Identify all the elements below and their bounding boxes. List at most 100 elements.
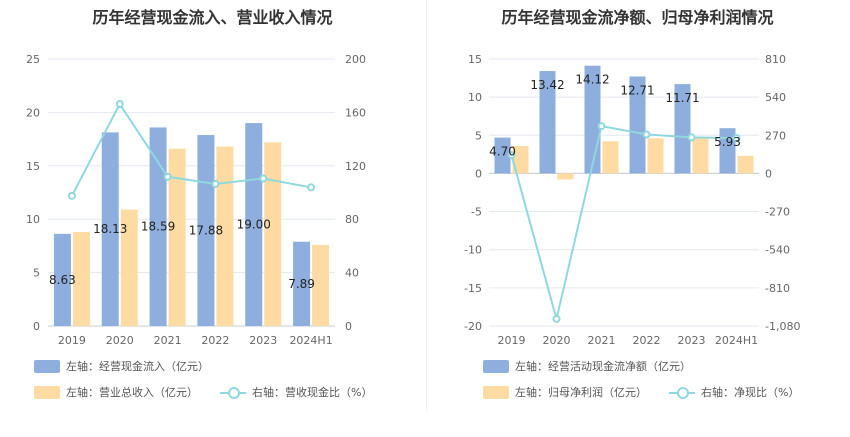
- right-axis-tick-label: 0: [765, 167, 772, 180]
- bar-value-label: 8.63: [49, 273, 76, 287]
- x-axis-tick-label: 2020: [543, 334, 571, 347]
- left-axis-tick-label: 0: [33, 320, 40, 333]
- right-chart-plot: -20 -15 -10 -5 0 5 10 15 -1,080 -810 -540 -270 0 270 5…: [464, 53, 800, 347]
- left-legend-item-revenue[interactable]: 左轴：营业总收入（亿元）: [34, 384, 198, 400]
- x-axis-tick-label: 2020: [106, 334, 134, 347]
- bar-value-label: 18.13: [93, 222, 127, 236]
- left-chart-plot: 0 5 10 15 20 25 0 40 80 120 160 200 2019 2020 2021 2022…: [26, 53, 366, 347]
- ratio-point: [552, 314, 561, 323]
- ratio-point: [307, 183, 316, 192]
- ratio-point: [732, 134, 741, 143]
- right-axis-tick-label: 160: [345, 106, 366, 119]
- legend-swatch-yellow-bar: [34, 385, 60, 399]
- legend-swatch-line-marker: [220, 386, 246, 399]
- x-axis-tick-label: 2019: [498, 334, 526, 347]
- right-legend-item-ratio[interactable]: 右轴：净现比（%）: [669, 384, 799, 400]
- legend-swatch-yellow-bar: [483, 385, 509, 399]
- bar-primary: [245, 123, 263, 326]
- ratio-point: [507, 151, 516, 160]
- left-axis-tick-label: 5: [33, 267, 40, 280]
- right-chart-title: 历年经营现金流净额、归母净利润情况: [501, 8, 774, 27]
- left-axis-tick-label: -15: [464, 282, 482, 295]
- bar-secondary: [120, 209, 138, 326]
- legend-label: 右轴：营收现金比（%）: [252, 386, 373, 399]
- right-axis-tick-label: -270: [765, 206, 790, 219]
- bar-value-label: 18.59: [141, 220, 175, 234]
- x-axis-tick-label: 2022: [201, 334, 229, 347]
- bar-secondary: [737, 155, 754, 174]
- right-axis-tick-label: 270: [765, 129, 786, 142]
- bar-secondary: [168, 148, 186, 326]
- left-axis-tick-label: 25: [26, 53, 40, 66]
- bar-primary: [719, 128, 736, 174]
- left-axis-tick-label: -10: [464, 244, 482, 257]
- bar-primary: [539, 71, 556, 174]
- legend-swatch-blue-bar: [34, 359, 60, 373]
- ratio-point: [67, 191, 76, 200]
- bar-value-label: 19.00: [237, 218, 271, 232]
- left-axis-tick-label: -20: [464, 320, 482, 333]
- ratio-point: [115, 99, 124, 108]
- left-axis-tick-label: 15: [468, 53, 482, 66]
- right-legend-item-net-profit[interactable]: 左轴：归母净利润（亿元）: [483, 384, 647, 400]
- x-axis-tick-label: 2019: [58, 334, 86, 347]
- right-axis-tick-label: -1,080: [765, 320, 800, 333]
- bar-value-label: 4.70: [489, 145, 516, 159]
- legend-label: 左轴：经营现金流入（亿元）: [66, 360, 209, 373]
- legend-label: 左轴：经营活动现金流净额（亿元）: [515, 360, 691, 373]
- ratio-point: [259, 174, 268, 183]
- left-axis-tick-label: 15: [26, 160, 40, 173]
- right-axis-tick-label: 0: [345, 320, 352, 333]
- legend-swatch-blue-bar: [483, 359, 509, 373]
- ratio-point: [211, 179, 220, 188]
- bar-primary: [53, 233, 71, 326]
- left-legend-item-inflow[interactable]: 左轴：经营现金流入（亿元）: [34, 358, 209, 374]
- right-axis-tick-label: 540: [765, 91, 786, 104]
- bar-primary: [494, 137, 511, 174]
- ratio-point: [597, 122, 606, 131]
- left-legend-item-ratio[interactable]: 右轴：营收现金比（%）: [220, 384, 372, 400]
- bar-value-label: 17.88: [189, 224, 223, 238]
- right-axis-tick-label: -810: [765, 282, 790, 295]
- bar-secondary: [264, 142, 282, 326]
- bar-secondary: [72, 232, 90, 326]
- bar-secondary: [216, 146, 234, 326]
- left-axis-tick-label: 20: [26, 106, 40, 119]
- bar-value-label: 11.71: [665, 91, 699, 105]
- bar-value-label: 12.71: [620, 83, 654, 97]
- legend-label: 左轴：营业总收入（亿元）: [66, 386, 198, 399]
- right-axis-tick-label: 120: [345, 160, 366, 173]
- bar-value-label: 14.12: [575, 73, 609, 87]
- panel-divider: [426, 0, 427, 410]
- bar-secondary: [692, 138, 709, 174]
- ratio-point: [642, 130, 651, 139]
- left-chart-title: 历年经营现金流入、营业收入情况: [92, 8, 333, 27]
- bar-secondary: [602, 141, 619, 174]
- legend-swatch-line-marker: [669, 386, 695, 399]
- x-axis-tick-label: 2023: [678, 334, 706, 347]
- x-axis-tick-label: 2021: [588, 334, 616, 347]
- bar-value-label: 13.42: [530, 78, 564, 92]
- left-chart-panel: 历年经营现金流入、营业收入情况 0 5 10 15 20 25 0 40 80 120 160 200…: [26, 8, 372, 400]
- bar-primary: [293, 241, 311, 326]
- left-axis-tick-label: 5: [475, 129, 482, 142]
- left-axis-tick-label: 0: [475, 167, 482, 180]
- x-axis-tick-label: 2022: [633, 334, 661, 347]
- bar-secondary: [512, 145, 529, 174]
- left-axis-tick-label: -5: [471, 206, 482, 219]
- ratio-line: [71, 102, 312, 197]
- legend-label: 右轴：净现比（%）: [701, 386, 800, 399]
- bar-primary: [674, 84, 691, 174]
- x-axis-tick-label: 2023: [249, 334, 277, 347]
- right-axis-tick-label: 200: [345, 53, 366, 66]
- bar-primary: [149, 127, 167, 326]
- right-axis-tick-label: -540: [765, 244, 790, 257]
- ratio-point: [163, 172, 172, 181]
- x-axis-tick-label: 2024H1: [289, 334, 332, 347]
- bar-value-label: 7.89: [288, 277, 315, 291]
- x-axis-tick-label: 2024H1: [715, 334, 758, 347]
- right-legend-item-net-cashflow[interactable]: 左轴：经营活动现金流净额（亿元）: [483, 358, 691, 374]
- bar-primary: [101, 132, 119, 326]
- left-axis-tick-label: 10: [26, 213, 40, 226]
- left-axis-tick-label: 10: [468, 91, 482, 104]
